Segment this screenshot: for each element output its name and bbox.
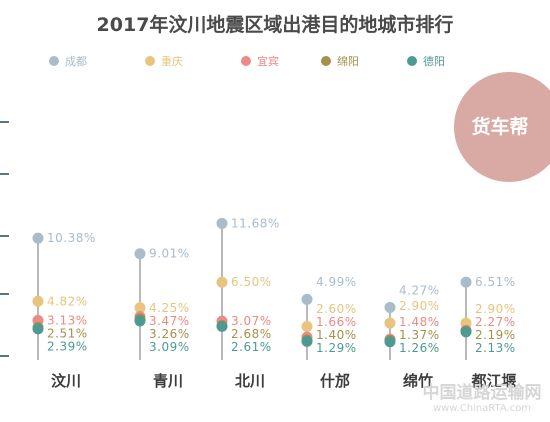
value-label-0-2: 11.68% bbox=[231, 216, 280, 230]
point-1-4 bbox=[384, 317, 396, 329]
legend-label-1: 重庆 bbox=[161, 54, 183, 68]
value-label-3-4: 1.37% bbox=[399, 328, 440, 342]
watermark-sub: www.ChinaRTA.com bbox=[433, 403, 531, 414]
left-axis-ticks bbox=[0, 121, 9, 357]
value-label-4-0: 2.39% bbox=[47, 339, 88, 353]
value-label-0-5: 6.51% bbox=[475, 275, 516, 289]
legend-label-4: 德阳 bbox=[423, 54, 445, 68]
value-label-2-2: 3.07% bbox=[231, 314, 272, 328]
legend-label-2: 宜宾 bbox=[257, 54, 279, 68]
axis-tick-1 bbox=[0, 173, 9, 175]
point-4-3 bbox=[301, 335, 313, 347]
point-0-4 bbox=[384, 302, 396, 314]
point-0-3 bbox=[301, 293, 313, 305]
watermark: 中国道路运输网 www.ChinaRTA.com bbox=[423, 382, 542, 414]
value-label-4-3: 1.29% bbox=[316, 341, 357, 355]
axis-tick-4 bbox=[0, 355, 9, 357]
point-0-5 bbox=[460, 276, 472, 288]
value-label-3-0: 2.51% bbox=[47, 326, 88, 340]
category-label-1: 青川 bbox=[153, 372, 183, 390]
value-label-3-3: 1.40% bbox=[316, 328, 357, 342]
value-label-0-1: 9.01% bbox=[149, 247, 190, 261]
value-label-4-4: 1.26% bbox=[399, 341, 440, 355]
point-1-0 bbox=[32, 295, 44, 307]
value-label-2-4: 1.48% bbox=[399, 315, 440, 329]
category-label-5: 都江堰 bbox=[470, 372, 516, 390]
legend-marker-2 bbox=[241, 56, 251, 66]
legend-marker-1 bbox=[145, 56, 155, 66]
value-labels: 10.38% 4.82% 3.13%2.51%2.39% 9.01% 4.25%3.47… bbox=[47, 216, 516, 355]
point-4-0 bbox=[32, 323, 44, 335]
category-label-4: 绵竹 bbox=[403, 372, 433, 390]
logo-badge: 货车帮 bbox=[454, 72, 550, 182]
value-label-4-1: 3.09% bbox=[149, 340, 190, 354]
axis-tick-0 bbox=[0, 121, 9, 123]
point-0-2 bbox=[216, 217, 228, 229]
legend-marker-3 bbox=[321, 56, 331, 66]
watermark-main: 中国道路运输网 bbox=[423, 382, 542, 403]
category-labels: 汶川 青川 北川 什邡 绵竹 都江堰 bbox=[51, 372, 517, 390]
value-label-1-1: 4.25% bbox=[149, 301, 190, 315]
value-label-3-1: 3.26% bbox=[149, 327, 190, 341]
value-label-1-0: 4.82% bbox=[47, 294, 88, 308]
chart-title: 2017年汶川地震区域出港目的地城市排行 bbox=[97, 13, 454, 36]
axis-tick-3 bbox=[0, 293, 9, 295]
point-0-1 bbox=[134, 248, 146, 260]
value-label-3-2: 2.68% bbox=[231, 327, 272, 341]
value-label-4-2: 2.61% bbox=[231, 340, 272, 354]
value-label-2-5: 2.27% bbox=[475, 315, 516, 329]
data-points bbox=[32, 217, 472, 348]
value-label-0-3: 4.99% bbox=[316, 275, 357, 289]
logo-circle bbox=[454, 72, 550, 182]
value-label-3-5: 2.19% bbox=[475, 328, 516, 342]
point-1-2 bbox=[216, 276, 228, 288]
legend-marker-4 bbox=[407, 56, 417, 66]
axis-tick-2 bbox=[0, 235, 9, 237]
point-1-3 bbox=[301, 320, 313, 332]
value-label-2-3: 1.66% bbox=[316, 315, 357, 329]
legend-marker-0 bbox=[49, 56, 59, 66]
point-0-0 bbox=[32, 232, 44, 244]
category-label-3: 什邡 bbox=[320, 372, 350, 390]
value-label-1-3: 2.60% bbox=[316, 302, 357, 316]
point-4-1 bbox=[134, 315, 146, 327]
legend-label-3: 绵阳 bbox=[337, 54, 359, 68]
point-4-4 bbox=[384, 336, 396, 348]
point-4-2 bbox=[216, 320, 228, 332]
logo-text: 货车帮 bbox=[471, 115, 528, 138]
value-label-2-0: 3.13% bbox=[47, 313, 88, 327]
value-label-1-2: 6.50% bbox=[231, 275, 272, 289]
category-label-0: 汶川 bbox=[51, 372, 81, 390]
legend: 成都 重庆 宜宾 绵阳 德阳 bbox=[49, 54, 445, 68]
value-label-0-0: 10.38% bbox=[47, 231, 96, 245]
legend-label-0: 成都 bbox=[65, 55, 87, 68]
value-label-4-5: 2.13% bbox=[475, 341, 516, 355]
value-label-0-4: 4.27% bbox=[399, 283, 440, 297]
value-label-2-1: 3.47% bbox=[149, 314, 190, 328]
value-label-1-5: 2.90% bbox=[475, 302, 516, 316]
point-4-5 bbox=[460, 326, 472, 338]
value-label-1-4: 2.90% bbox=[399, 299, 440, 313]
point-1-1 bbox=[134, 302, 146, 314]
category-label-2: 北川 bbox=[235, 372, 265, 390]
